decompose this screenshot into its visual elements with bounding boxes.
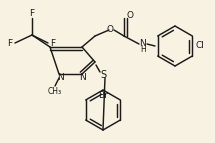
Text: Br: Br [98,92,108,101]
Text: F: F [29,9,35,18]
Text: N: N [140,38,146,47]
Text: N: N [80,74,86,83]
Text: CH₃: CH₃ [48,87,62,96]
Text: H: H [140,44,146,53]
Text: N: N [57,74,63,83]
Text: F: F [51,39,55,48]
Text: O: O [126,11,134,20]
Text: F: F [8,39,12,48]
Text: S: S [100,70,106,80]
Text: Cl: Cl [196,41,204,50]
Text: O: O [106,25,114,34]
